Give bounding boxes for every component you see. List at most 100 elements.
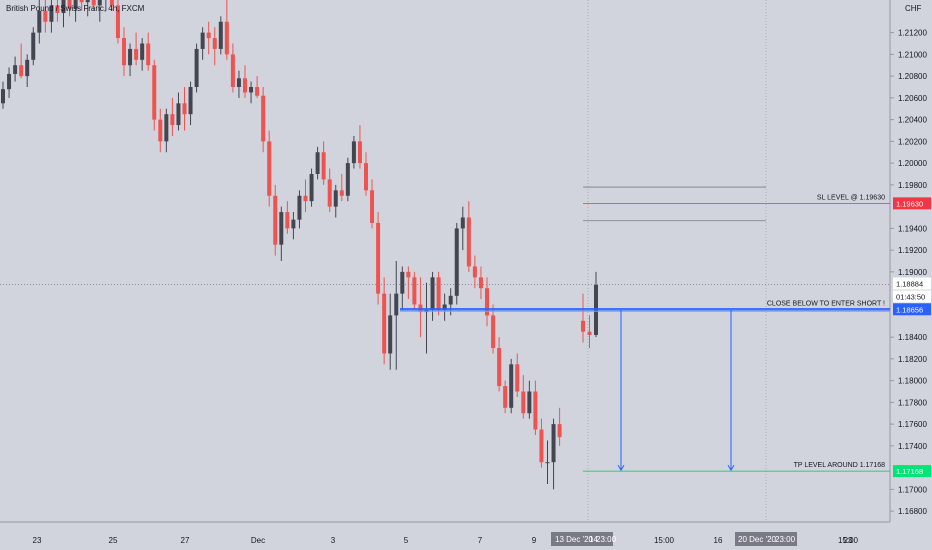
plot-area: [0, 0, 890, 522]
y-tick-label: 1.20400: [898, 116, 927, 125]
candle-body: [122, 38, 126, 66]
y-tick-label: 1.21000: [898, 50, 927, 59]
candle-body: [67, 0, 72, 9]
candle-body: [230, 54, 235, 87]
candle-body: [37, 10, 42, 33]
candle-body: [61, 0, 66, 14]
y-tick-label: 1.17000: [898, 485, 927, 494]
candle-body: [364, 163, 368, 191]
candle-body: [460, 217, 465, 229]
tp-price-tag-bg: [893, 465, 931, 478]
candle-body: [182, 103, 187, 115]
candle-body: [115, 5, 120, 39]
candle-body: [267, 141, 272, 196]
y-tick-label: 1.20200: [898, 137, 927, 146]
current-price-tag: 1.18884: [896, 279, 923, 288]
time-highlight-2: [735, 532, 797, 546]
x-tick-label: 25: [109, 536, 118, 545]
candle-body: [85, 0, 90, 3]
x-tick-label: 9: [532, 536, 537, 545]
candle-body: [194, 48, 199, 87]
candle-body: [454, 228, 459, 296]
candle-body: [485, 288, 489, 316]
countdown-bg: [893, 290, 931, 303]
candle-body: [551, 424, 556, 463]
candle-body: [134, 48, 139, 60]
x-tick-label: 7: [478, 536, 483, 545]
candle-body: [164, 114, 169, 142]
y-tick-label: 1.17600: [898, 420, 927, 429]
candle-body: [212, 38, 217, 49]
candle-body: [7, 73, 12, 90]
candle-body: [382, 293, 387, 354]
candle-body: [521, 391, 526, 414]
candle-body: [533, 391, 538, 430]
candle-body: [351, 141, 356, 164]
y-tick-label: 1.20600: [898, 94, 927, 103]
candle-body: [13, 65, 18, 74]
candle-body: [376, 222, 381, 294]
down-arrow-head: [617, 464, 625, 472]
entry-note: CLOSE BELOW TO ENTER SHORT !: [767, 300, 885, 307]
sl-note: SL LEVEL @ 1.19630: [817, 194, 885, 201]
candle-body: [297, 195, 302, 220]
candle-body: [503, 386, 508, 408]
candle-body: [515, 364, 520, 392]
candle-body: [557, 424, 562, 438]
y-tick-label: 1.21200: [898, 29, 927, 38]
candle-body: [291, 219, 296, 229]
x-tick-label: 5: [404, 536, 409, 545]
candle-body: [25, 59, 30, 77]
candle-body: [466, 217, 471, 267]
candle-body: [491, 315, 496, 348]
candle-body: [545, 462, 550, 464]
candle-body: [55, 5, 60, 14]
candle-body: [321, 152, 326, 180]
candle-body: [109, 0, 114, 6]
candle-body: [309, 174, 314, 202]
candle-body: [128, 48, 133, 66]
candle-body: [327, 179, 332, 207]
sl-price-tag-bg: [893, 197, 931, 210]
candle-body: [158, 119, 163, 142]
candle-body: [79, 0, 84, 3]
candle-body: [527, 391, 532, 414]
x-tick-label: 23: [33, 536, 42, 545]
candle-body: [370, 190, 375, 223]
tp-price-tag: 1.17168: [896, 467, 923, 476]
down-arrow-head: [727, 464, 735, 472]
candle-body: [285, 212, 290, 229]
x-tick-label: 3: [331, 536, 336, 545]
candle-body: [406, 271, 411, 278]
candle-body: [243, 78, 247, 93]
x-tick-label: 27: [181, 536, 190, 545]
candle-body: [509, 364, 514, 408]
candle-body: [97, 0, 102, 6]
time-highlight-label: 20 Dec '20: [738, 535, 777, 544]
candle-body: [255, 87, 260, 96]
candle-body: [1, 89, 5, 104]
y-tick-label: 1.19000: [898, 268, 927, 277]
time-highlight-1: [551, 532, 613, 546]
candle-body: [73, 0, 78, 9]
candle-body: [581, 320, 585, 332]
candle-body: [91, 0, 96, 6]
candle-body: [430, 277, 435, 310]
x-tick-label: Dec: [251, 536, 265, 545]
candle-body: [236, 78, 241, 87]
countdown-label: 01:43:50: [896, 292, 925, 301]
tp-note: TP LEVEL AROUND 1.17168: [794, 462, 886, 469]
time-highlight-label: 23:00: [775, 535, 796, 544]
candle-body: [394, 293, 399, 316]
candle-body: [170, 114, 175, 126]
candle-body: [279, 212, 284, 245]
candle-body: [339, 190, 344, 196]
candle-body: [436, 277, 441, 310]
y-tick-label: 1.16800: [898, 507, 927, 516]
candle-body: [200, 32, 205, 49]
time-highlight-label: 23:00: [596, 535, 617, 544]
candle-body: [357, 141, 362, 164]
candle-body: [333, 190, 338, 207]
